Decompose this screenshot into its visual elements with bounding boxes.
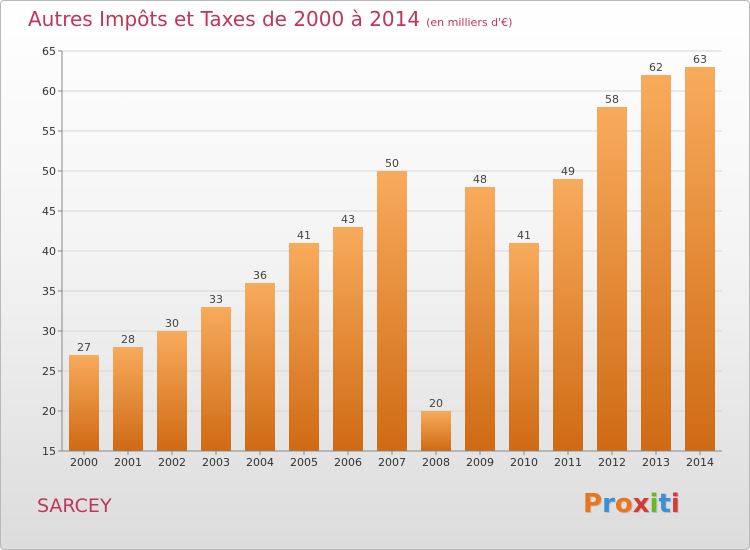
value-label: 41: [517, 229, 531, 242]
x-tick-label: 2014: [686, 456, 714, 469]
value-label: 48: [473, 173, 487, 186]
chart-subtitle: (en milliers d'€): [426, 16, 513, 29]
y-tick-label: 20: [42, 405, 56, 418]
x-tick-label: 2005: [290, 456, 318, 469]
value-label: 20: [429, 397, 443, 410]
bar: [553, 179, 583, 451]
bar: [597, 107, 627, 451]
x-axis-ticks: 2000 2001 2002 2003 2004 2005 2006 2007 2008 2009…: [70, 451, 714, 469]
value-label: 62: [649, 61, 663, 74]
logo-letter: i: [649, 489, 659, 519]
y-tick-label: 30: [42, 325, 56, 338]
x-tick-label: 2009: [466, 456, 494, 469]
y-tick-label: 55: [42, 125, 56, 138]
x-tick-label: 2010: [510, 456, 538, 469]
bar: [333, 227, 363, 451]
x-tick-label: 2012: [598, 456, 626, 469]
value-label: 33: [209, 293, 223, 306]
logo-letter: x: [632, 489, 650, 519]
value-label: 27: [77, 341, 91, 354]
x-tick-label: 2004: [246, 456, 274, 469]
value-label: 36: [253, 269, 267, 282]
bar: [157, 331, 187, 451]
chart-title: Autres Impôts et Taxes de 2000 à 2014 (en…: [28, 7, 512, 31]
y-tick-label: 65: [42, 45, 56, 58]
bar: [245, 283, 275, 451]
x-tick-label: 2003: [202, 456, 230, 469]
bar: [641, 75, 671, 451]
value-label: 63: [693, 53, 707, 66]
bar: [465, 187, 495, 451]
y-tick-label: 15: [42, 445, 56, 458]
commune-name: SARCEY: [37, 495, 112, 517]
y-tick-label: 45: [42, 205, 56, 218]
logo-letter: o: [614, 489, 633, 519]
x-tick-label: 2001: [114, 456, 142, 469]
bar: [69, 355, 99, 451]
value-label: 30: [165, 317, 179, 330]
value-label: 58: [605, 93, 619, 106]
proxiti-logo: Proxiti: [583, 489, 680, 519]
value-label: 41: [297, 229, 311, 242]
x-tick-label: 2000: [70, 456, 98, 469]
x-tick-label: 2008: [422, 456, 450, 469]
value-label: 49: [561, 165, 575, 178]
y-axis-ticks: 15 20 25 30 35 40 45 50 55 60 65: [42, 45, 62, 458]
bar: [113, 347, 143, 451]
value-label: 43: [341, 213, 355, 226]
bars: [69, 67, 715, 451]
x-tick-label: 2013: [642, 456, 670, 469]
chart-title-text: Autres Impôts et Taxes de 2000 à 2014: [28, 7, 421, 31]
y-tick-label: 40: [42, 245, 56, 258]
bar: [201, 307, 231, 451]
y-tick-label: 25: [42, 365, 56, 378]
x-tick-label: 2002: [158, 456, 186, 469]
logo-letter: r: [602, 489, 615, 519]
bar: [289, 243, 319, 451]
bar: [685, 67, 715, 451]
logo-letter: i: [670, 489, 680, 519]
y-tick-label: 50: [42, 165, 56, 178]
logo-letter: t: [658, 489, 671, 519]
x-tick-label: 2007: [378, 456, 406, 469]
value-labels: 27 28 30 33 36 41 43 50 20 48 41 49 58 62 63: [77, 53, 707, 410]
logo-letter: P: [583, 489, 603, 519]
y-tick-label: 60: [42, 85, 56, 98]
bar: [377, 171, 407, 451]
bar: [421, 411, 451, 451]
value-label: 28: [121, 333, 135, 346]
x-tick-label: 2006: [334, 456, 362, 469]
value-label: 50: [385, 157, 399, 170]
x-tick-label: 2011: [554, 456, 582, 469]
y-tick-label: 35: [42, 285, 56, 298]
bar: [509, 243, 539, 451]
